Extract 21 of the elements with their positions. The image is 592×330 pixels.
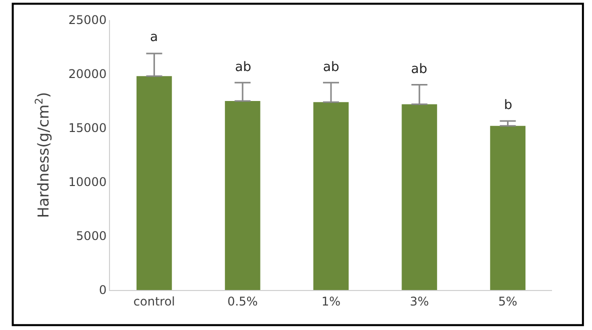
- y-tick-label: 10000: [68, 175, 107, 190]
- annotation: ab: [235, 60, 252, 75]
- x-tick-label: 1%: [321, 294, 341, 308]
- annotation: ab: [323, 60, 340, 75]
- bar: [490, 126, 526, 290]
- x-tick-label: 0.5%: [227, 294, 258, 308]
- bar: [402, 104, 438, 290]
- y-tick-label: 20000: [68, 67, 107, 82]
- y-tick-label: 5000: [76, 229, 107, 244]
- annotation: ab: [411, 62, 428, 77]
- annotation: a: [150, 30, 158, 45]
- bar: [224, 101, 260, 290]
- y-tick-label: 25000: [68, 13, 107, 28]
- y-tick-label: 15000: [68, 121, 107, 136]
- annotation: b: [504, 98, 512, 113]
- x-tick-label: 3%: [410, 294, 429, 308]
- x-tick-label: control: [133, 294, 176, 308]
- y-tick-label: 0: [98, 283, 107, 298]
- x-tick-label: 5%: [498, 294, 518, 308]
- bar: [136, 76, 172, 290]
- bar: [313, 102, 349, 290]
